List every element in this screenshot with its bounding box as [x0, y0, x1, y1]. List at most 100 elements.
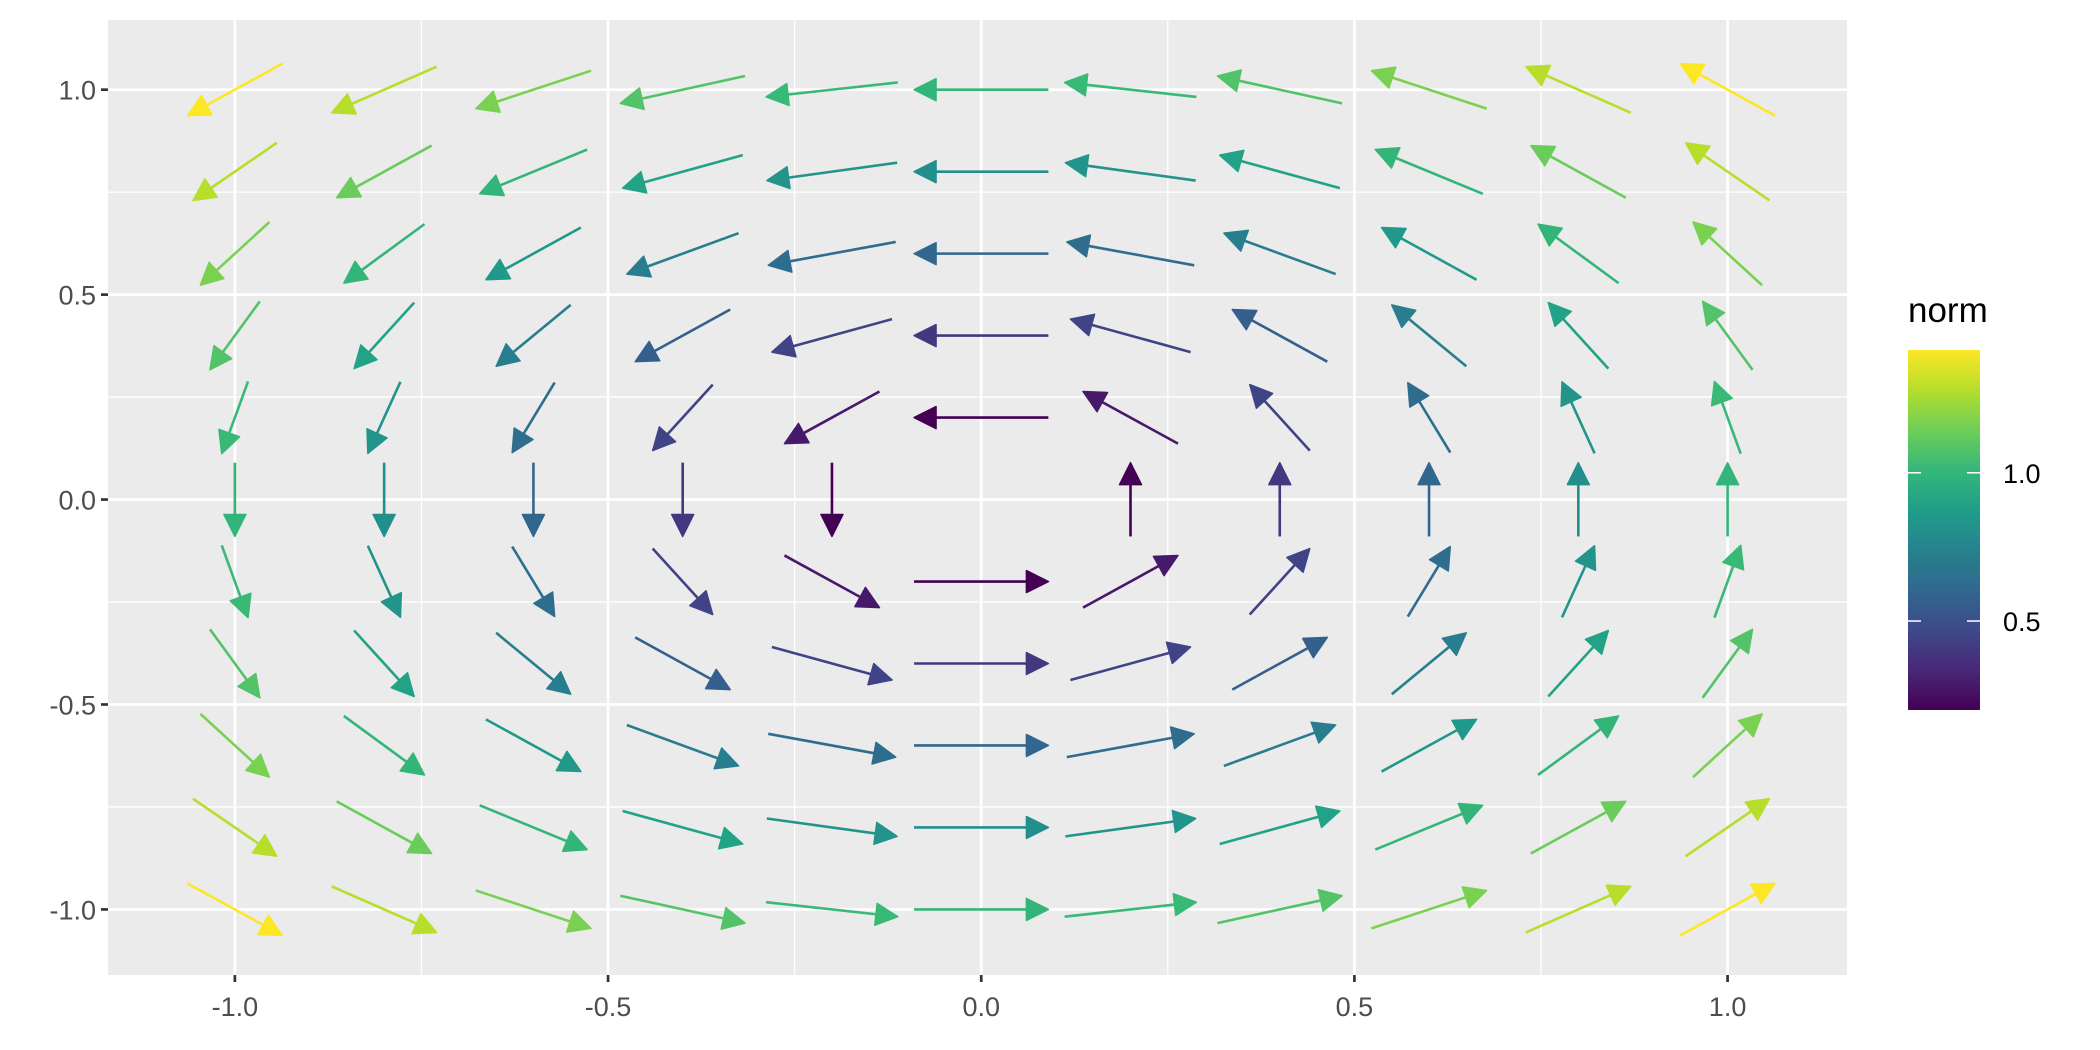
- arrow: [209, 300, 261, 371]
- arrow-shaft: [475, 889, 571, 923]
- arrow-shaft: [343, 714, 408, 764]
- arrow-head: [1374, 146, 1401, 169]
- arrow-head: [186, 94, 213, 117]
- arrow-head: [330, 93, 358, 115]
- arrow-head: [192, 178, 219, 202]
- arrow: [218, 380, 250, 455]
- arrow: [1692, 713, 1763, 779]
- arrow: [331, 885, 438, 935]
- arrow-head: [1025, 897, 1050, 922]
- arrow-shaft: [1064, 903, 1175, 918]
- arrow: [771, 317, 893, 358]
- arrow-shaft: [1560, 565, 1587, 618]
- arrow: [1715, 461, 1740, 537]
- arrow: [1530, 144, 1627, 199]
- arrow-shaft: [1088, 244, 1195, 267]
- arrow: [1248, 547, 1311, 616]
- arrow: [192, 141, 278, 202]
- arrow-head: [771, 334, 797, 358]
- arrow: [1713, 544, 1745, 619]
- y-tick-label: 1.0: [58, 76, 96, 106]
- arrow-shaft: [1091, 323, 1191, 354]
- arrow: [1684, 142, 1771, 202]
- arrow-head: [871, 741, 897, 765]
- arrow-head: [1231, 308, 1258, 331]
- arrow-shaft: [512, 303, 572, 354]
- arrow-head: [245, 753, 271, 778]
- arrow: [1566, 461, 1591, 537]
- arrow-head: [767, 249, 793, 273]
- arrow: [1063, 73, 1197, 99]
- arrow-head: [1317, 888, 1343, 912]
- arrow-shaft: [1066, 736, 1173, 759]
- arrow-shaft: [768, 732, 875, 755]
- arrow: [634, 636, 731, 691]
- arrow-shaft: [499, 148, 588, 187]
- arrow-head: [1025, 815, 1050, 840]
- arrow-shaft: [1217, 899, 1321, 925]
- arrow-head: [619, 87, 645, 111]
- arrow-head: [670, 513, 695, 538]
- x-tick-label: -0.5: [585, 992, 632, 1022]
- arrow-shaft: [666, 383, 714, 436]
- arrow: [1248, 383, 1311, 452]
- arrow-head: [1701, 300, 1726, 327]
- arrow: [475, 69, 592, 113]
- arrow: [914, 815, 1050, 840]
- y-axis: -1.0 -0.5 0.0 0.5 1.0: [49, 76, 96, 926]
- arrow: [914, 569, 1050, 594]
- arrow-head: [1310, 721, 1337, 744]
- arrow-head: [1457, 802, 1484, 825]
- arrow: [1082, 554, 1179, 609]
- arrow-shaft: [1530, 810, 1608, 855]
- arrow: [766, 161, 898, 190]
- arrow-head: [783, 422, 810, 445]
- arrow-head: [1710, 380, 1734, 407]
- arrow: [479, 804, 588, 853]
- arrow-shaft: [336, 800, 413, 845]
- arrow-shaft: [215, 221, 271, 272]
- arrow-head: [913, 323, 937, 348]
- arrow-head: [561, 830, 588, 853]
- arrow: [634, 308, 731, 363]
- arrow-head: [1461, 886, 1488, 909]
- arrow: [620, 894, 746, 930]
- arrow-head: [1118, 461, 1143, 486]
- arrow: [1066, 726, 1195, 759]
- arrow-head: [873, 821, 898, 846]
- arrow: [495, 631, 572, 695]
- x-tick-label: 1.0: [1709, 992, 1747, 1022]
- arrow-head: [565, 910, 592, 933]
- arrow: [1692, 221, 1764, 287]
- arrow-shaft: [1549, 155, 1627, 199]
- color-legend: norm 0.5 1.0: [1908, 291, 2041, 710]
- arrow-head: [626, 255, 652, 278]
- arrow: [1391, 304, 1468, 368]
- arrow-head: [713, 747, 740, 770]
- arrow: [1223, 721, 1337, 768]
- arrow-head: [1593, 715, 1620, 739]
- arrow-shaft: [641, 74, 746, 100]
- arrow-shaft: [511, 545, 545, 599]
- arrow: [1701, 628, 1754, 699]
- arrow: [1064, 154, 1196, 182]
- arrow: [353, 301, 416, 370]
- arrow-shaft: [1569, 401, 1596, 454]
- arrow-shaft: [620, 894, 724, 920]
- arrow-head: [689, 590, 714, 616]
- arrow-shaft: [647, 231, 740, 268]
- arrow-head: [874, 902, 899, 926]
- arrow: [1218, 149, 1341, 190]
- arrow-head: [390, 672, 415, 698]
- arrow-head: [1152, 554, 1179, 577]
- arrow-shaft: [1101, 400, 1179, 445]
- arrow-shaft: [495, 631, 555, 682]
- arrow-shaft: [496, 69, 592, 104]
- arrow: [1370, 66, 1488, 110]
- arrow-head: [209, 344, 233, 371]
- arrow-head: [353, 344, 378, 370]
- arrow: [1679, 62, 1776, 117]
- arrow: [208, 628, 261, 699]
- arrow-shaft: [360, 223, 426, 272]
